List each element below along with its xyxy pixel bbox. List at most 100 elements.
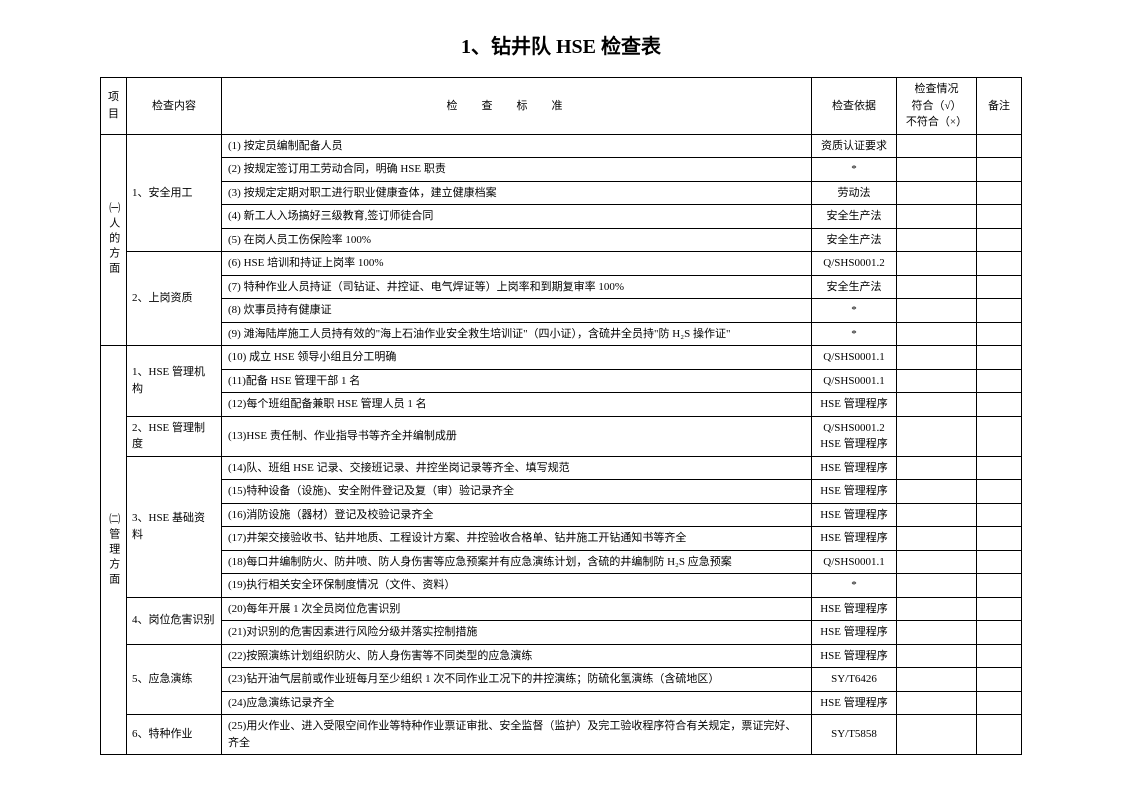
note-cell (977, 393, 1022, 417)
table-row: (12)每个班组配备兼职 HSE 管理人员 1 名HSE 管理程序 (101, 393, 1022, 417)
status-cell (897, 252, 977, 276)
basis-cell: * (812, 574, 897, 598)
standard-cell: (23)钻开油气层前或作业班每月至少组织 1 次不同作业工况下的井控演练；防硫化… (222, 668, 812, 692)
status-cell (897, 550, 977, 574)
status-cell (897, 597, 977, 621)
status-cell (897, 480, 977, 504)
table-row: (23)钻开油气层前或作业班每月至少组织 1 次不同作业工况下的井控演练；防硫化… (101, 668, 1022, 692)
basis-cell: Q/SHS0001.1 (812, 369, 897, 393)
status-cell (897, 456, 977, 480)
note-cell (977, 621, 1022, 645)
note-cell (977, 252, 1022, 276)
standard-cell: (15)特种设备（设施)、安全附件登记及复（审）验记录齐全 (222, 480, 812, 504)
status-cell (897, 205, 977, 229)
table-row: (2) 按规定签订用工劳动合同，明确 HSE 职责* (101, 158, 1022, 182)
standard-cell: (8) 炊事员持有健康证 (222, 299, 812, 323)
table-row: (18)每口井编制防火、防井喷、防人身伤害等应急预案并有应急演练计划，含硫的井编… (101, 550, 1022, 574)
standard-cell: (21)对识别的危害因素进行风险分级并落实控制措施 (222, 621, 812, 645)
note-cell (977, 597, 1022, 621)
standard-cell: (25)用火作业、进入受限空间作业等特种作业票证审批、安全监督（监护）及完工验收… (222, 715, 812, 755)
status-cell (897, 691, 977, 715)
status-cell (897, 416, 977, 456)
basis-cell: SY/T5858 (812, 715, 897, 755)
basis-cell: HSE 管理程序 (812, 644, 897, 668)
basis-cell: HSE 管理程序 (812, 597, 897, 621)
header-basis: 检查依据 (812, 78, 897, 135)
table-row: (19)执行相关安全环保制度情况（文件、资料）* (101, 574, 1022, 598)
note-cell (977, 668, 1022, 692)
header-standard: 检查标准 (222, 78, 812, 135)
note-cell (977, 715, 1022, 755)
status-cell (897, 228, 977, 252)
standard-cell: (7) 特种作业人员持证（司钻证、井控证、电气焊证等）上岗率和到期复审率 100… (222, 275, 812, 299)
basis-cell: 安全生产法 (812, 275, 897, 299)
group-label: 1、HSE 管理机构 (127, 346, 222, 417)
status-cell (897, 715, 977, 755)
basis-cell: HSE 管理程序 (812, 503, 897, 527)
basis-cell: HSE 管理程序 (812, 691, 897, 715)
table-row: (5) 在岗人员工伤保险率 100%安全生产法 (101, 228, 1022, 252)
status-cell (897, 134, 977, 158)
table-row: (11)配备 HSE 管理干部 1 名Q/SHS0001.1 (101, 369, 1022, 393)
group-label: 6、特种作业 (127, 715, 222, 755)
basis-cell: HSE 管理程序 (812, 480, 897, 504)
standard-cell: (3) 按规定定期对职工进行职业健康查体，建立健康档案 (222, 181, 812, 205)
table-row: ㈠人的方面 1、安全用工 (1) 按定员编制配备人员 资质认证要求 (101, 134, 1022, 158)
note-cell (977, 134, 1022, 158)
basis-cell: * (812, 322, 897, 346)
standard-cell: (2) 按规定签订用工劳动合同，明确 HSE 职责 (222, 158, 812, 182)
page-title: 1、钻井队 HSE 检查表 (100, 30, 1022, 59)
basis-cell: * (812, 158, 897, 182)
standard-cell: (18)每口井编制防火、防井喷、防人身伤害等应急预案并有应急演练计划，含硫的井编… (222, 550, 812, 574)
basis-cell: 安全生产法 (812, 228, 897, 252)
header-row: 项目 检查内容 检查标准 检查依据 检查情况 符合（√） 不符合（×） 备注 (101, 78, 1022, 135)
basis-cell: Q/SHS0001.1 (812, 346, 897, 370)
status-cell (897, 299, 977, 323)
note-cell (977, 322, 1022, 346)
table-row: (17)井架交接验收书、钻井地质、工程设计方案、井控验收合格单、钻井施工开钻通知… (101, 527, 1022, 551)
standard-cell: (22)按照演练计划组织防火、防人身伤害等不同类型的应急演练 (222, 644, 812, 668)
standard-cell: (11)配备 HSE 管理干部 1 名 (222, 369, 812, 393)
standard-cell: (19)执行相关安全环保制度情况（文件、资料） (222, 574, 812, 598)
note-cell (977, 456, 1022, 480)
status-cell (897, 369, 977, 393)
standard-cell: (12)每个班组配备兼职 HSE 管理人员 1 名 (222, 393, 812, 417)
status-cell (897, 574, 977, 598)
header-content: 检查内容 (127, 78, 222, 135)
header-proj: 项目 (101, 78, 127, 135)
basis-cell: HSE 管理程序 (812, 527, 897, 551)
note-cell (977, 205, 1022, 229)
table-row: 2、HSE 管理制度(13)HSE 责任制、作业指导书等齐全并编制成册Q/SHS… (101, 416, 1022, 456)
basis-cell: HSE 管理程序 (812, 621, 897, 645)
note-cell (977, 158, 1022, 182)
status-cell (897, 621, 977, 645)
section-label: ㈡管理方面 (101, 346, 127, 755)
table-row: 3、HSE 基础资料(14)队、班组 HSE 记录、交接班记录、井控坐岗记录等齐… (101, 456, 1022, 480)
basis-cell: Q/SHS0001.2 (812, 252, 897, 276)
note-cell (977, 181, 1022, 205)
table-row: 5、应急演练(22)按照演练计划组织防火、防人身伤害等不同类型的应急演练HSE … (101, 644, 1022, 668)
standard-cell: (6) HSE 培训和持证上岗率 100% (222, 252, 812, 276)
group-label: 5、应急演练 (127, 644, 222, 715)
note-cell (977, 691, 1022, 715)
group-label: 3、HSE 基础资料 (127, 456, 222, 597)
note-cell (977, 416, 1022, 456)
status-cell (897, 527, 977, 551)
table-row: (9) 滩海陆岸施工人员持有效的"海上石油作业安全救生培训证"（四小证），含硫井… (101, 322, 1022, 346)
status-cell (897, 393, 977, 417)
note-cell (977, 275, 1022, 299)
standard-cell: (4) 新工人入场搞好三级教育,签订师徒合同 (222, 205, 812, 229)
status-cell (897, 668, 977, 692)
table-row: (4) 新工人入场搞好三级教育,签订师徒合同安全生产法 (101, 205, 1022, 229)
basis-cell: Q/SHS0001.2 HSE 管理程序 (812, 416, 897, 456)
status-cell (897, 275, 977, 299)
basis-cell: Q/SHS0001.1 (812, 550, 897, 574)
standard-cell: (17)井架交接验收书、钻井地质、工程设计方案、井控验收合格单、钻井施工开钻通知… (222, 527, 812, 551)
standard-cell: (20)每年开展 1 次全员岗位危害识别 (222, 597, 812, 621)
table-row: (24)应急演练记录齐全HSE 管理程序 (101, 691, 1022, 715)
note-cell (977, 480, 1022, 504)
note-cell (977, 228, 1022, 252)
table-row: 6、特种作业(25)用火作业、进入受限空间作业等特种作业票证审批、安全监督（监护… (101, 715, 1022, 755)
table-row: ㈡管理方面 1、HSE 管理机构 (10) 成立 HSE 领导小组且分工明确Q/… (101, 346, 1022, 370)
note-cell (977, 574, 1022, 598)
